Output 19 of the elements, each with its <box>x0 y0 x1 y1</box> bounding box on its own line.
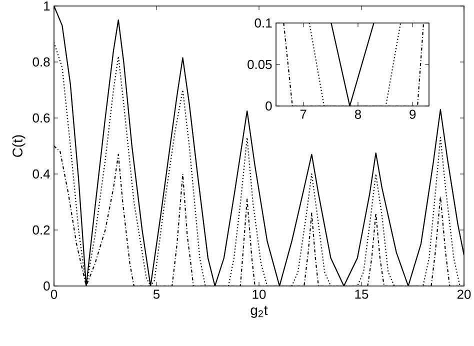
x-tick-label: 10 <box>252 290 266 299</box>
y-tick-label: 0 <box>44 281 50 291</box>
x-axis-title: g$_{2}$t <box>250 306 268 318</box>
y-tick-label: 1 <box>44 2 50 10</box>
y-tick-label: 0.8 <box>32 57 50 67</box>
x-tick-label: 9 <box>410 110 416 119</box>
y-axis-title: C(t) <box>12 135 26 157</box>
x-tick-label: 0 <box>50 290 58 299</box>
x-tick-label: 7 <box>300 110 306 119</box>
x-tick-label: 5 <box>153 290 160 299</box>
y-tick-label: 0 <box>266 101 272 111</box>
x-tick-label: 20 <box>457 290 471 299</box>
y-tick-label: 0.6 <box>32 113 50 123</box>
y-tick-label: 0.4 <box>32 169 50 179</box>
y-tick-label: 0.1 <box>254 18 272 28</box>
x-tick-label: 15 <box>355 290 368 299</box>
x-tick-label: 8 <box>354 110 362 119</box>
y-tick-label: 0.05 <box>248 60 272 70</box>
y-tick-label: 0.2 <box>32 225 50 235</box>
